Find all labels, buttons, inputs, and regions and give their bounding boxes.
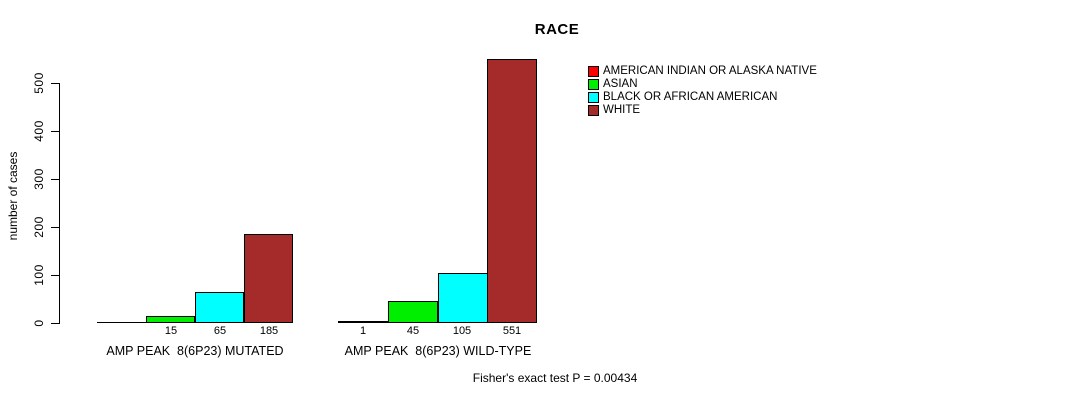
y-tick-label: 500 (32, 72, 46, 94)
y-axis-line (59, 83, 60, 324)
legend-swatch-american-indian-or-alaska-native (588, 66, 599, 77)
y-tick (51, 131, 59, 132)
legend-item: ASIAN (588, 78, 817, 91)
group-label: AMP PEAK 8(6P23) MUTATED (106, 344, 284, 358)
bar-white (244, 234, 293, 323)
bar-value-label: 1 (359, 325, 367, 337)
y-tick-label: 0 (32, 319, 46, 327)
bar-value-label: 551 (502, 325, 522, 337)
y-tick (51, 275, 59, 276)
y-tick-label: 300 (32, 168, 46, 190)
legend-swatch-asian (588, 79, 599, 90)
legend-swatch-black-or-african-american (588, 92, 599, 103)
y-tick (51, 227, 59, 228)
y-tick-label: 100 (32, 264, 46, 286)
legend-item: BLACK OR AFRICAN AMERICAN (588, 91, 817, 104)
y-tick-label: 200 (32, 216, 46, 238)
bar-value-label: 15 (164, 325, 178, 337)
legend-label: WHITE (603, 104, 641, 116)
y-tick (51, 83, 59, 84)
bar-asian (146, 316, 195, 323)
bar-value-label: 45 (406, 325, 420, 337)
bar-black-or-african-american (195, 292, 244, 323)
chart-title: RACE (534, 21, 580, 38)
legend-label: ASIAN (603, 78, 638, 90)
legend-label: AMERICAN INDIAN OR ALASKA NATIVE (603, 65, 817, 77)
stat-annotation: Fisher's exact test P = 0.00434 (472, 371, 638, 385)
bar-american-indian-or-alaska-native (338, 321, 388, 323)
y-tick (51, 179, 59, 180)
legend-item: WHITE (588, 104, 817, 117)
bar-value-label: 185 (259, 325, 279, 337)
bar-white (487, 59, 537, 323)
legend-swatch-white (588, 105, 599, 116)
y-axis-label: number of cases (6, 151, 20, 241)
group-label: AMP PEAK 8(6P23) WILD-TYPE (344, 344, 532, 358)
y-tick (51, 323, 59, 324)
bar-value-label: 105 (452, 325, 472, 337)
bar-asian (388, 301, 438, 323)
y-tick-label: 400 (32, 120, 46, 142)
legend-item: AMERICAN INDIAN OR ALASKA NATIVE (588, 65, 817, 78)
bar-black-or-african-american (438, 273, 488, 323)
legend: AMERICAN INDIAN OR ALASKA NATIVE ASIAN BLA… (588, 65, 817, 117)
legend-label: BLACK OR AFRICAN AMERICAN (603, 91, 778, 103)
bar-value-label: 65 (213, 325, 227, 337)
